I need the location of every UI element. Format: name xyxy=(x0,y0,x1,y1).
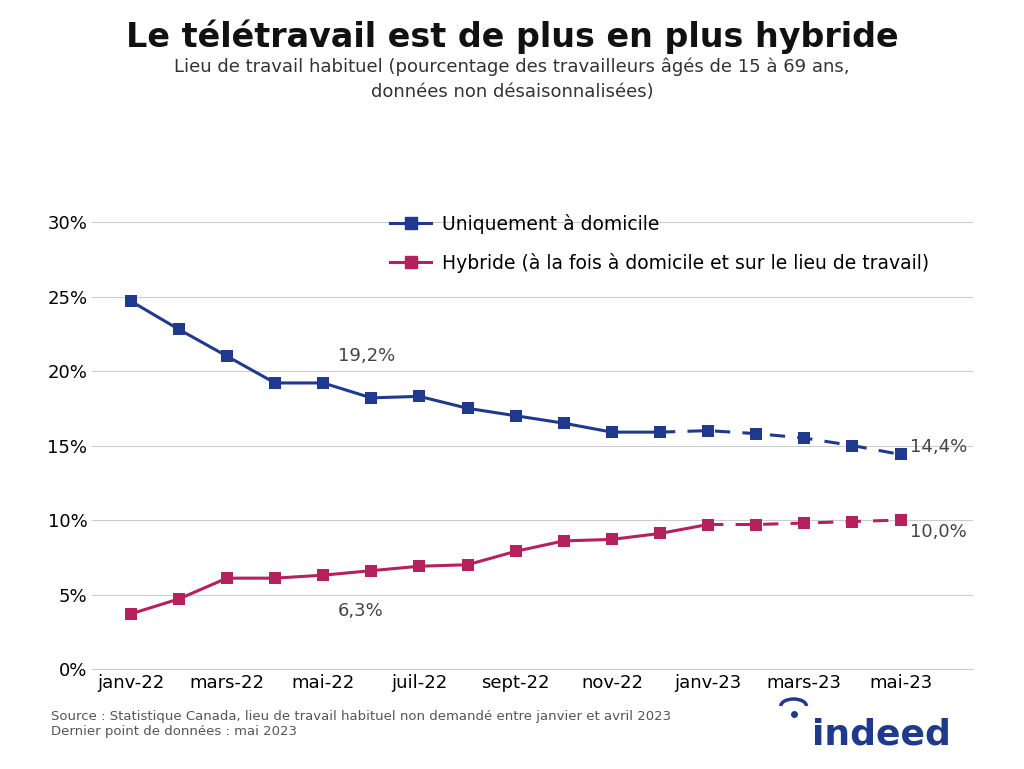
Legend: Uniquement à domicile, Hybride (à la fois à domicile et sur le lieu de travail): Uniquement à domicile, Hybride (à la foi… xyxy=(382,206,937,280)
Text: indeed: indeed xyxy=(811,717,950,751)
Text: 14,4%: 14,4% xyxy=(910,438,968,456)
Text: 6,3%: 6,3% xyxy=(338,602,383,620)
Text: Source : Statistique Canada, lieu de travail habituel non demandé entre janvier : Source : Statistique Canada, lieu de tra… xyxy=(51,711,672,738)
Text: 10,0%: 10,0% xyxy=(910,523,967,541)
Text: Lieu de travail habituel (pourcentage des travailleurs âgés de 15 à 69 ans,
donn: Lieu de travail habituel (pourcentage de… xyxy=(174,58,850,102)
Text: Le télétravail est de plus en plus hybride: Le télétravail est de plus en plus hybri… xyxy=(126,19,898,54)
Text: 19,2%: 19,2% xyxy=(338,347,395,365)
